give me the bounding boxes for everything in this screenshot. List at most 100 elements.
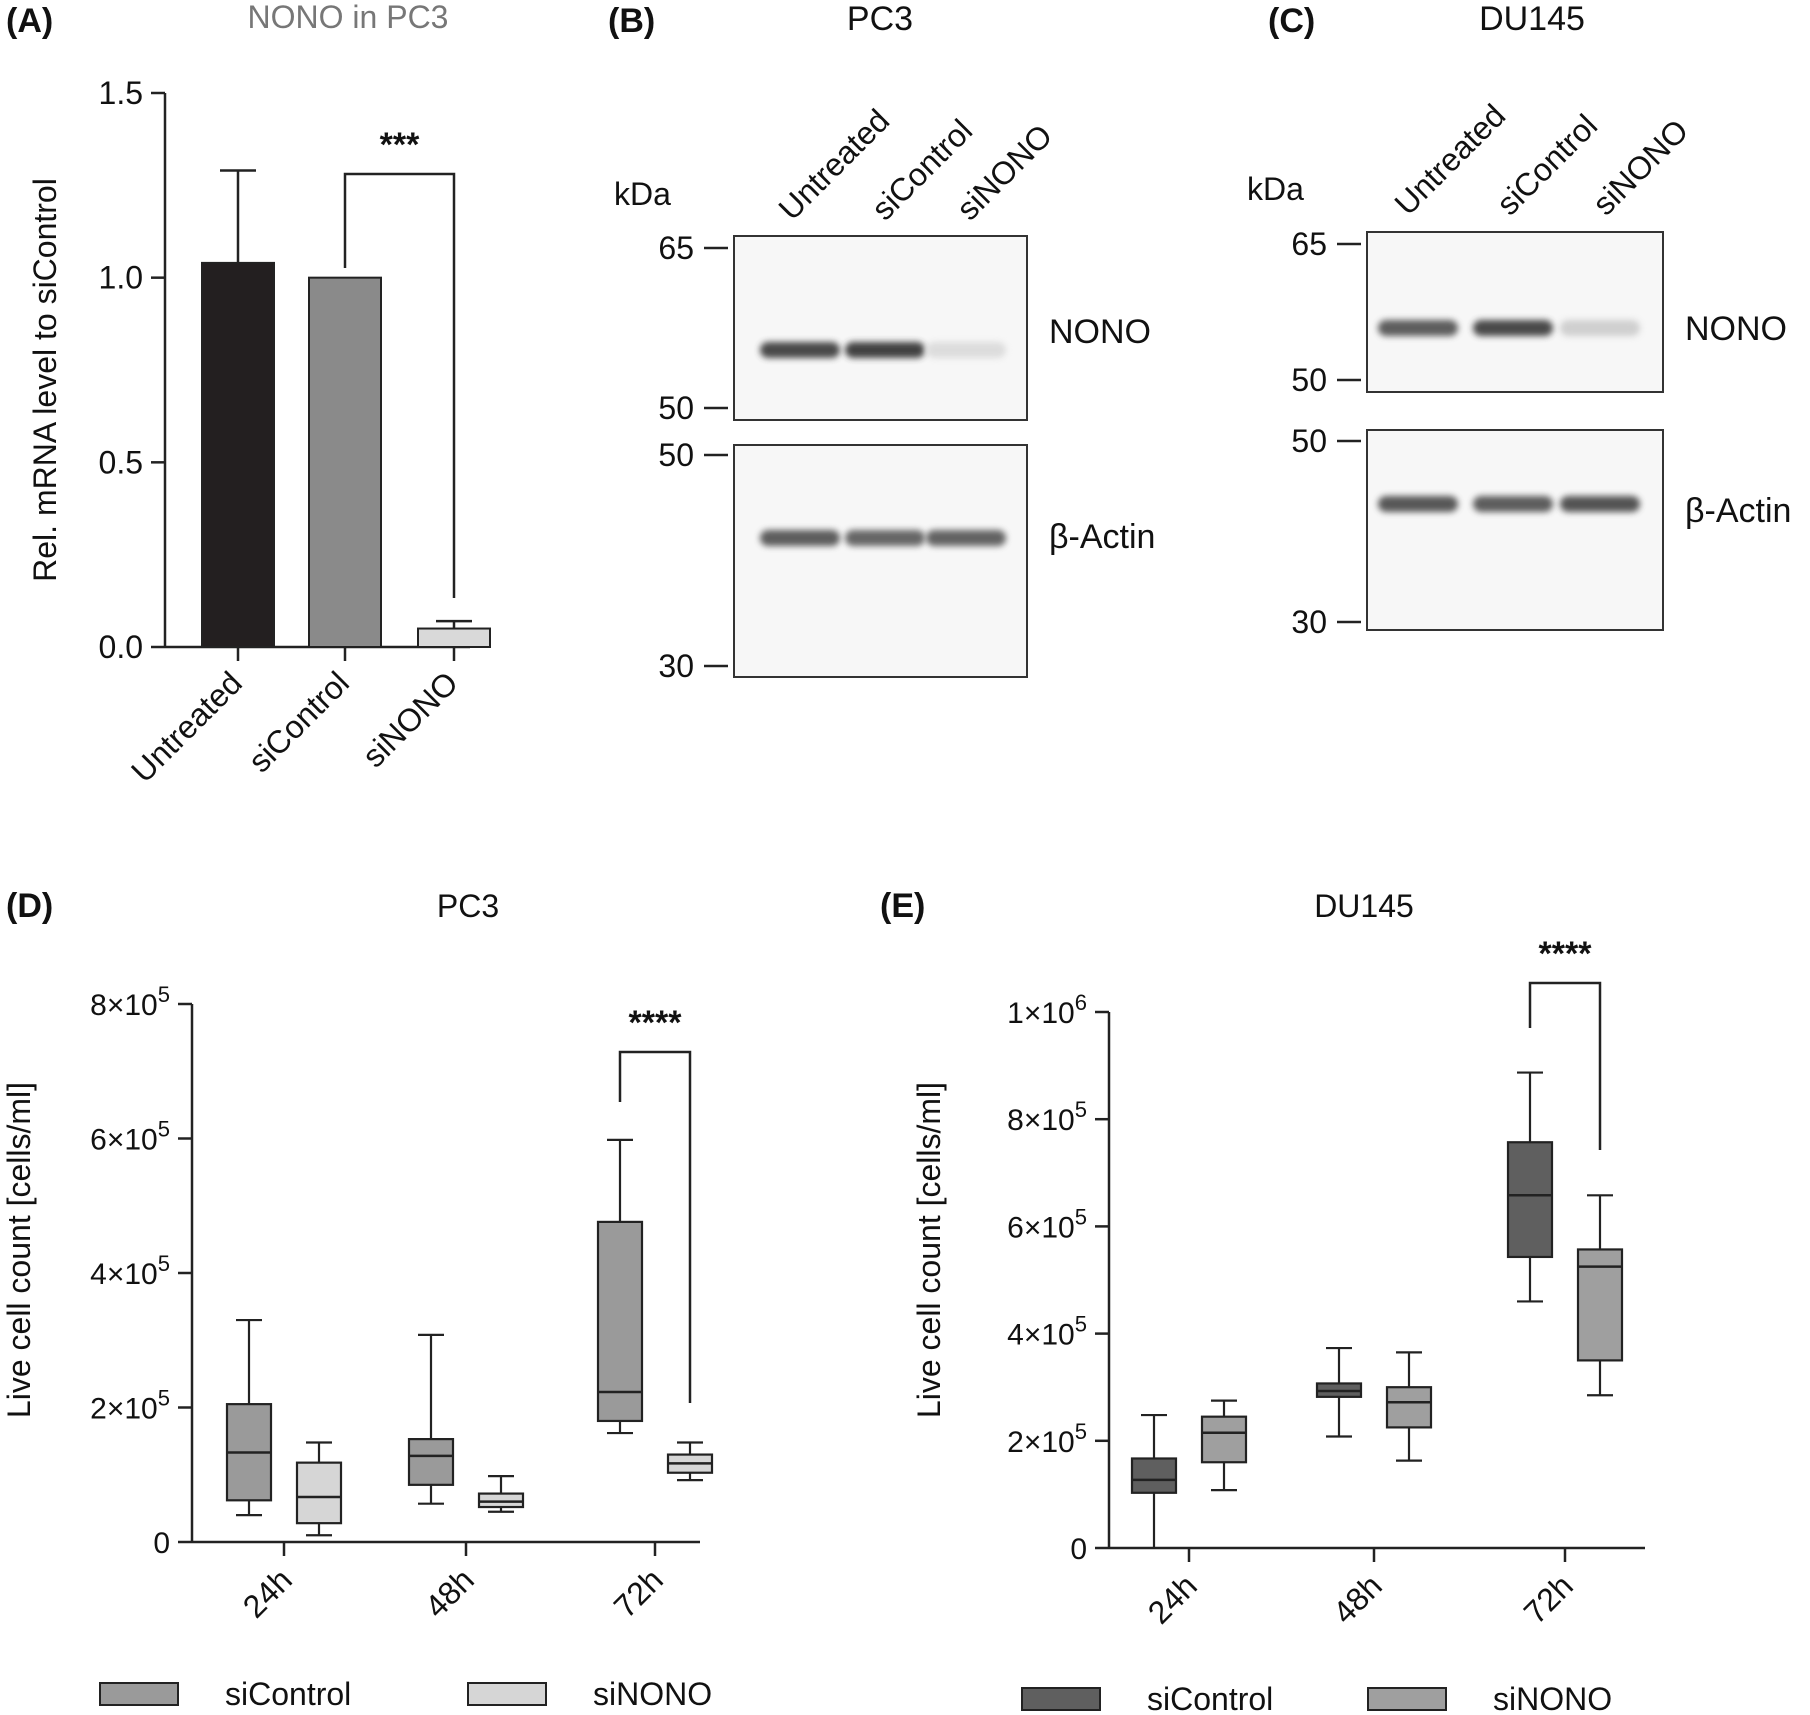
x-tick-label: 24h <box>236 1561 299 1624</box>
legend-label-siControl: siControl <box>1147 1681 1273 1715</box>
y-tick-label: 0 <box>1070 1533 1087 1566</box>
x-tick-label: 48h <box>418 1561 481 1624</box>
y-tick-label: 6×105 <box>90 1117 170 1157</box>
blot-membrane <box>1366 231 1664 393</box>
box-siControl-72h <box>1506 1141 1554 1259</box>
x-tick-label: 72h <box>607 1561 670 1624</box>
panel-d-plot: 0 2×105 4×105 6×105 8×105 24h 48h 72h **** siCont… <box>90 982 714 1712</box>
blot-band <box>926 342 1006 358</box>
band-label: β-Actin <box>1685 492 1791 530</box>
blot-band <box>1560 496 1640 512</box>
y-tick-label: 2×105 <box>1007 1419 1087 1459</box>
significance-bracket <box>1528 981 1602 1150</box>
panel-c-title: DU145 <box>1479 0 1585 38</box>
panel-d-ylabel: Live cell count [cells/ml] <box>1 1082 37 1418</box>
y-tick-label: 1.0 <box>99 260 143 296</box>
y-tick-label: 8×105 <box>90 982 170 1022</box>
ladder-label: 30 <box>1291 604 1327 640</box>
bar-siNONO <box>417 627 491 648</box>
panel-b-kda: kDa <box>614 176 671 212</box>
y-tick-label: 1.5 <box>99 75 143 111</box>
blot-membrane <box>733 444 1028 678</box>
y-tick-label: 1×106 <box>1007 990 1087 1030</box>
box-siControl-48h <box>407 1438 455 1486</box>
significance-label: **** <box>1539 935 1593 973</box>
legend-swatch-siNONO <box>1367 1687 1447 1711</box>
legend-label-siNONO: siNONO <box>1493 1681 1612 1715</box>
y-tick-label: 0.0 <box>99 629 143 665</box>
panel-b-title: PC3 <box>847 0 913 38</box>
panel-label-c: (C) <box>1268 2 1315 40</box>
panel-d-title: PC3 <box>437 888 499 924</box>
box-siNONO-72h <box>1576 1248 1624 1362</box>
panel-label-b: (B) <box>608 2 655 40</box>
panel-label-e: (E) <box>880 887 925 925</box>
blot-band <box>760 530 840 546</box>
panel-label-d: (D) <box>6 887 53 925</box>
blot-band <box>1473 320 1553 336</box>
significance-label: **** <box>629 1004 683 1042</box>
ladder-label: 50 <box>1291 362 1327 398</box>
panel-e-title: DU145 <box>1314 888 1414 924</box>
panel-c: (C) DU145 kDa UntreatedsiControlsiNONO65… <box>1247 0 1791 640</box>
y-tick-label: 8×105 <box>1007 1097 1087 1137</box>
legend-swatch-siNONO <box>467 1682 547 1706</box>
blot-band <box>845 530 925 546</box>
ladder-label: 30 <box>658 648 694 684</box>
blot-band <box>845 342 925 358</box>
x-tick-label: 48h <box>1326 1567 1389 1630</box>
significance-label: *** <box>380 126 420 164</box>
x-tick-label: 72h <box>1517 1567 1580 1630</box>
box-siControl-24h <box>1130 1457 1178 1494</box>
panel-a-title: NONO in PC3 <box>248 0 449 35</box>
panel-e-plot: 0 2×105 4×105 6×105 8×105 1×106 24h 48h 72h **** s… <box>1007 935 1645 1715</box>
panel-b-blot: UntreatedsiControlsiNONO6550NONO5030β-Ac… <box>658 102 1155 684</box>
bar-siControl <box>308 276 382 648</box>
legend-swatch-siControl <box>99 1682 179 1706</box>
x-tick-label: Untreated <box>124 664 249 789</box>
panel-b: (B) PC3 kDa UntreatedsiControlsiNONO6550… <box>608 0 1155 684</box>
box-siNONO-48h <box>1385 1386 1433 1429</box>
y-tick-label: 6×105 <box>1007 1204 1087 1244</box>
legend-swatch-siControl <box>1021 1687 1101 1711</box>
x-tick-label: 24h <box>1141 1567 1204 1630</box>
blot-band <box>1560 320 1640 336</box>
blot-band <box>1473 496 1553 512</box>
panel-e: (E) DU145 Live cell count [cells/ml] 0 2×… <box>880 887 1645 1715</box>
box-siControl-72h <box>596 1220 644 1423</box>
lane-label: siNONO <box>1585 112 1695 222</box>
panel-a-ylabel: Rel. mRNA level to siControl <box>27 178 63 582</box>
band-label: NONO <box>1049 313 1151 351</box>
panel-a: (A) NONO in PC3 Rel. mRNA level to siCon… <box>6 0 491 789</box>
ladder-label: 65 <box>658 230 694 266</box>
band-label: NONO <box>1685 310 1787 348</box>
panel-c-kda: kDa <box>1247 171 1304 207</box>
legend-label-siNONO: siNONO <box>593 1676 712 1712</box>
significance-bracket <box>618 1050 692 1403</box>
y-tick-label: 0.5 <box>99 444 143 480</box>
panel-c-blot: UntreatedsiControlsiNONO6550NONO5030β-Ac… <box>1291 97 1791 640</box>
blot-band <box>760 342 840 358</box>
blot-membrane <box>733 235 1028 421</box>
ladder-label: 65 <box>1291 226 1327 262</box>
ladder-label: 50 <box>1291 423 1327 459</box>
box-siNONO-24h <box>1200 1415 1248 1464</box>
x-tick-label: siNONO <box>355 664 465 774</box>
y-tick-label: 4×105 <box>90 1251 170 1291</box>
y-tick-label: 2×105 <box>90 1386 170 1426</box>
blot-band <box>1378 320 1458 336</box>
box-siNONO-48h <box>477 1492 525 1509</box>
ladder-label: 50 <box>658 437 694 473</box>
ladder-label: 50 <box>658 390 694 426</box>
bar-Untreated <box>201 261 275 648</box>
blot-band <box>1378 496 1458 512</box>
x-tick-label: siControl <box>241 664 356 779</box>
significance-bracket <box>343 172 456 598</box>
blot-band <box>926 530 1006 546</box>
lane-label: Untreated <box>1387 97 1512 222</box>
panel-d: (D) PC3 Live cell count [cells/ml] 0 2×10… <box>1 887 714 1712</box>
panel-e-ylabel: Live cell count [cells/ml] <box>911 1082 947 1418</box>
panel-label-a: (A) <box>6 2 53 40</box>
